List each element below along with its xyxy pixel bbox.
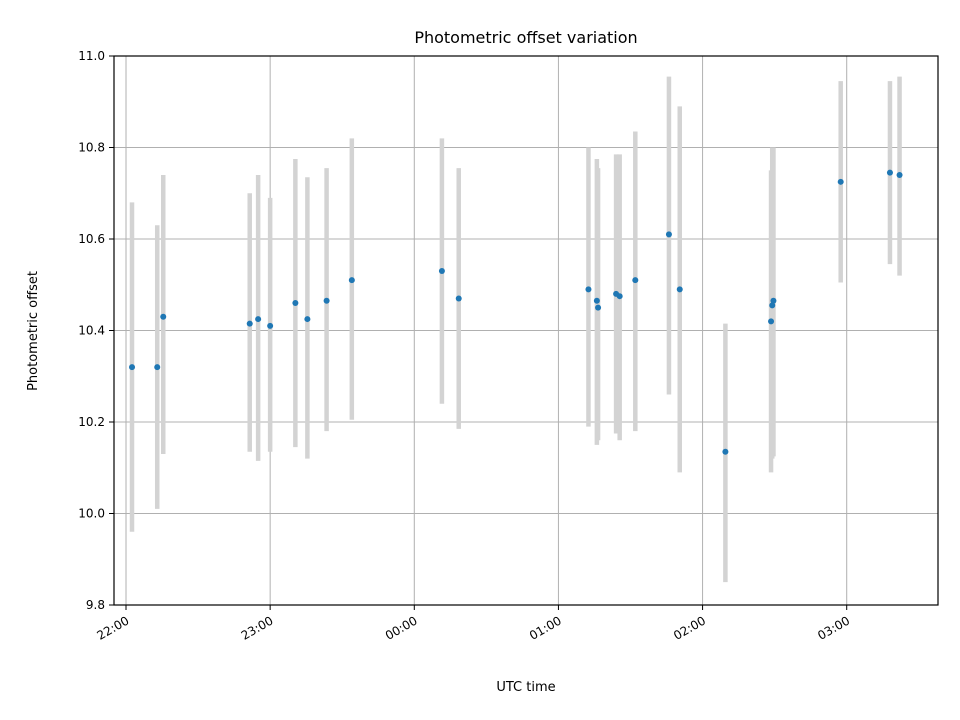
data-point: [595, 304, 602, 311]
data-point: [616, 293, 623, 300]
data-point: [722, 448, 729, 455]
y-tick-label: 10.6: [78, 232, 105, 246]
data-point: [886, 169, 893, 176]
data-point: [267, 322, 274, 329]
data-point: [585, 286, 592, 293]
data-point: [837, 178, 844, 185]
data-point: [770, 297, 777, 304]
data-point: [292, 300, 299, 307]
data-point: [768, 318, 775, 325]
y-tick-label: 9.8: [86, 598, 105, 612]
y-axis-label: Photometric offset: [26, 271, 41, 391]
data-point: [455, 295, 462, 302]
chart-title: Photometric offset variation: [414, 28, 637, 47]
y-tick-label: 11.0: [78, 49, 105, 63]
data-point: [896, 171, 903, 178]
data-points: [129, 169, 903, 455]
data-point: [246, 320, 253, 327]
data-point: [323, 297, 330, 304]
data-point: [769, 302, 776, 309]
y-tick-label: 10.8: [78, 141, 105, 155]
data-point: [348, 277, 355, 284]
data-point: [160, 313, 167, 320]
data-point: [129, 364, 136, 371]
data-point: [665, 231, 672, 238]
x-axis-label: UTC time: [496, 680, 555, 695]
data-point: [304, 316, 311, 323]
data-point: [676, 286, 683, 293]
data-point: [438, 268, 445, 275]
y-tick-label: 10.4: [78, 324, 105, 338]
y-tick-label: 10.0: [78, 507, 105, 521]
data-point: [593, 297, 600, 304]
y-axis-ticks: 9.8 10.0 10.2 10.4 10.6 10.8 11.0: [78, 49, 114, 612]
y-tick-label: 10.2: [78, 415, 105, 429]
data-point: [255, 316, 262, 323]
data-point: [632, 277, 639, 284]
data-point: [154, 364, 161, 371]
